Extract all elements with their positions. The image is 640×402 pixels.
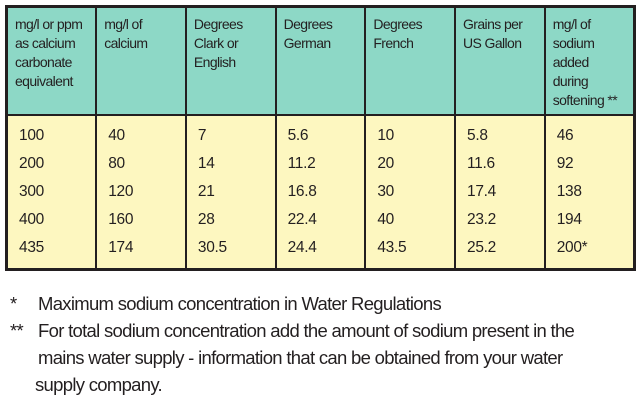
table-cell: 40 [95, 115, 187, 150]
footnote-single-star: * Maximum sodium concentration in Water … [10, 290, 635, 317]
table-row: 435 174 30.5 24.4 43.5 25.2 200* [5, 234, 636, 270]
footnote-text: For total sodium concentration add the a… [38, 320, 575, 341]
table-cell: 25.2 [454, 234, 546, 270]
table-cell: 100 [5, 115, 98, 150]
table-cell: 300 [5, 178, 98, 206]
water-hardness-table: mg/l or ppm as calcium carbonate equival… [5, 5, 636, 271]
table-cell: 80 [95, 150, 187, 178]
table-cell: 14 [184, 150, 277, 178]
table-cell: 400 [5, 206, 98, 234]
header-caco3: mg/l or ppm as calcium carbonate equival… [5, 5, 98, 116]
table-cell: 7 [184, 115, 277, 150]
table-row: 200 80 14 11.2 20 11.6 92 [5, 150, 636, 178]
table-cell: 46 [543, 115, 636, 150]
table-cell: 22.4 [274, 206, 367, 234]
table-cell: 11.6 [454, 150, 546, 178]
footnotes: * Maximum sodium concentration in Water … [10, 290, 635, 398]
table-cell: 138 [543, 178, 636, 206]
footnote-double-star: ** For total sodium concentration add th… [10, 317, 635, 344]
table-cell: 92 [543, 150, 636, 178]
table-cell: 10 [364, 115, 457, 150]
table-cell: 200* [543, 234, 636, 270]
header-sodium: mg/l of sodium added during softening ** [543, 5, 636, 116]
header-grains: Grains per US Gallon [454, 5, 546, 116]
table-cell: 24.4 [274, 234, 367, 270]
table-cell: 200 [5, 150, 98, 178]
footnote-text: Maximum sodium concentration in Water Re… [38, 293, 442, 314]
table-cell: 40 [364, 206, 457, 234]
header-row: mg/l or ppm as calcium carbonate equival… [5, 5, 636, 116]
header-calcium: mg/l of calcium [95, 5, 187, 116]
table-cell: 5.8 [454, 115, 546, 150]
table-cell: 5.6 [274, 115, 367, 150]
table-row: 300 120 21 16.8 30 17.4 138 [5, 178, 636, 206]
table-cell: 120 [95, 178, 187, 206]
table-cell: 28 [184, 206, 277, 234]
header-clark: Degrees Clark or English [184, 5, 277, 116]
table-cell: 23.2 [454, 206, 546, 234]
footnote-mark: ** [10, 320, 24, 341]
table-cell: 43.5 [364, 234, 457, 270]
header-german: Degrees German [274, 5, 367, 116]
table-row: 400 160 28 22.4 40 23.2 194 [5, 206, 636, 234]
table-cell: 435 [5, 234, 98, 270]
footnote-text-cont: supply company. [35, 374, 163, 395]
table-cell: 17.4 [454, 178, 546, 206]
footnote-mark: * [10, 293, 17, 314]
table-cell: 11.2 [274, 150, 367, 178]
table-cell: 160 [95, 206, 187, 234]
table-cell: 30 [364, 178, 457, 206]
table-cell: 16.8 [274, 178, 367, 206]
table-cell: 21 [184, 178, 277, 206]
table-cell: 194 [543, 206, 636, 234]
table-cell: 30.5 [184, 234, 277, 270]
table-cell: 20 [364, 150, 457, 178]
table-cell: 174 [95, 234, 187, 270]
header-french: Degrees French [364, 5, 457, 116]
table-row: 100 40 7 5.6 10 5.8 46 [5, 115, 636, 150]
footnote-text-cont: mains water supply - information that ca… [38, 347, 563, 368]
